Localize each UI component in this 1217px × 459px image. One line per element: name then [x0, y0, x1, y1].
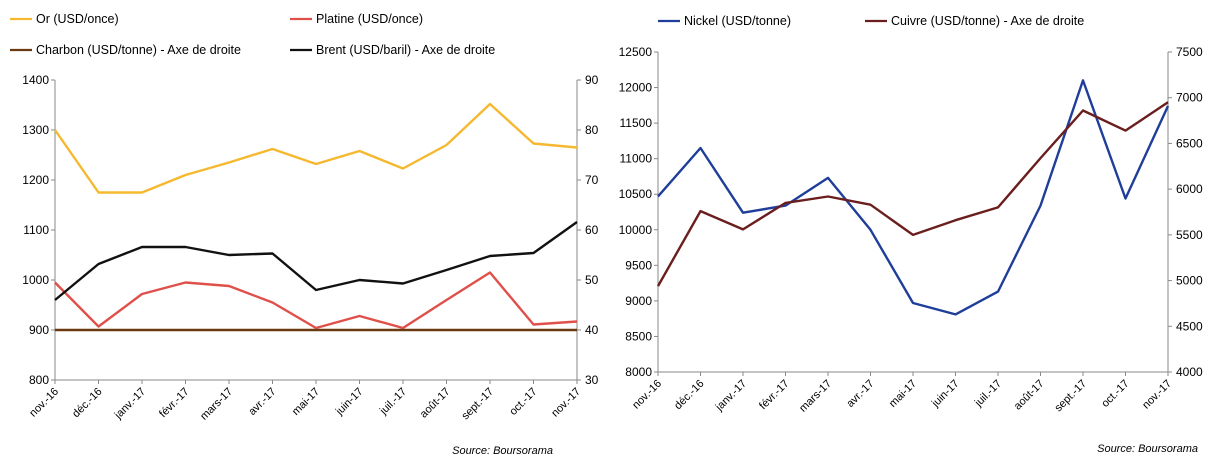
x-tick-label: mai-17: [290, 386, 322, 418]
right-y-tick-label: 60: [585, 223, 599, 237]
x-tick-label: oct.-17: [507, 386, 539, 418]
x-tick-label: nov.-16: [630, 378, 664, 412]
series-line-nickel-usd-tonne: [657, 79, 1170, 316]
x-tick-label: nov.-17: [549, 386, 583, 420]
series-line-brent-usd-baril-axe-de-droite: [54, 221, 578, 301]
series-line-or-usd-once: [54, 102, 578, 194]
x-tick-label: sept.-17: [1053, 378, 1090, 415]
right-y-tick-label: 5000: [1176, 274, 1203, 288]
x-tick-label: févr.-17: [157, 386, 191, 420]
left-y-tick-label: 12000: [619, 81, 653, 95]
x-tick-label: juin-17: [333, 386, 366, 419]
x-tick-label: mars-17: [797, 378, 834, 415]
left-y-tick-label: 8500: [625, 329, 652, 343]
left-y-tick-label: 1400: [22, 73, 49, 87]
x-tick-label: mai-17: [887, 378, 919, 410]
legend-label-charbon-usd-tonne-axe-de-droite: Charbon (USD/tonne) - Axe de droite: [36, 43, 241, 57]
x-tick-label: août-17: [418, 386, 453, 421]
legend-label-nickel-usd-tonne: Nickel (USD/tonne): [684, 14, 791, 28]
legend-label-or-usd-once: Or (USD/once): [36, 12, 119, 26]
chart-left-metals-energy: Or (USD/once) Platine (USD/once) Charbon (…: [0, 0, 600, 459]
right-y-tick-label: 50: [585, 273, 599, 287]
right-y-tick-label: 7000: [1176, 91, 1203, 105]
left-y-tick-label: 1300: [22, 123, 49, 137]
right-y-tick-label: 80: [585, 123, 599, 137]
right-y-tick-label: 40: [585, 323, 599, 337]
x-tick-label: avr.-17: [246, 386, 278, 418]
right-y-tick-label: 7500: [1176, 45, 1203, 59]
x-tick-label: sept.-17: [460, 386, 497, 423]
left-y-tick-label: 1100: [23, 223, 49, 237]
right-y-tick-label: 5500: [1176, 228, 1203, 242]
x-tick-label: déc.-16: [70, 386, 104, 420]
chart-right-svg: Nickel (USD/tonne) Cuivre (USD/tonne) - A…: [619, 14, 1203, 455]
left-y-tick-label: 800: [29, 373, 49, 387]
right-y-tick-label: 4500: [1176, 319, 1203, 333]
x-tick-label: oct.-17: [1099, 378, 1131, 410]
right-y-tick-label: 6000: [1176, 182, 1203, 196]
x-tick-label: déc.-16: [672, 378, 706, 412]
x-tick-label: févr.-17: [757, 378, 791, 412]
left-y-tick-label: 11500: [620, 116, 653, 130]
x-tick-label: nov.-17: [1140, 378, 1174, 412]
source-note: Source: Boursorama: [452, 445, 553, 457]
series-line-cuivre-usd-tonne-axe-de-droite: [656, 101, 1169, 287]
left-y-tick-label: 8000: [625, 365, 652, 379]
left-y-tick-label: 9000: [625, 294, 652, 308]
left-y-tick-label: 10500: [619, 187, 653, 201]
x-tick-label: janv.-17: [713, 378, 749, 414]
right-y-tick-label: 30: [585, 373, 599, 387]
right-y-tick-label: 6500: [1176, 136, 1203, 150]
x-tick-label: juil.-17: [377, 386, 409, 418]
x-tick-label: juin-17: [929, 378, 962, 411]
legend-label-platine-usd-once: Platine (USD/once): [316, 12, 423, 26]
chart-left-svg: Or (USD/once) Platine (USD/once) Charbon (…: [10, 12, 599, 457]
x-tick-label: mars-17: [198, 386, 235, 423]
left-y-tick-label: 900: [29, 323, 49, 337]
left-y-tick-label: 10000: [619, 223, 653, 237]
left-y-tick-label: 12500: [619, 45, 653, 59]
left-y-tick-label: 1200: [22, 173, 49, 187]
right-y-tick-label: 70: [585, 173, 599, 187]
left-y-tick-label: 1000: [22, 273, 49, 287]
x-tick-label: juil.-17: [972, 378, 1004, 410]
left-y-tick-label: 11000: [620, 152, 653, 166]
x-tick-label: nov.-16: [27, 386, 61, 420]
chart-right-base-metals: Nickel (USD/tonne) Cuivre (USD/tonne) - A…: [600, 0, 1217, 459]
legend-label-brent-usd-baril-axe-de-droite: Brent (USD/baril) - Axe de droite: [316, 43, 495, 57]
right-y-tick-label: 4000: [1176, 365, 1203, 379]
x-tick-label: août-17: [1012, 378, 1047, 413]
x-tick-label: janv.-17: [112, 386, 148, 422]
source-note: Source: Boursorama: [1097, 443, 1198, 455]
right-y-tick-label: 90: [585, 73, 599, 87]
series-line-platine-usd-once: [54, 271, 578, 330]
left-y-tick-label: 9500: [625, 258, 652, 272]
x-tick-label: avr.-17: [844, 378, 876, 410]
legend-label-cuivre-usd-tonne-axe-de-droite: Cuivre (USD/tonne) - Axe de droite: [891, 14, 1084, 28]
